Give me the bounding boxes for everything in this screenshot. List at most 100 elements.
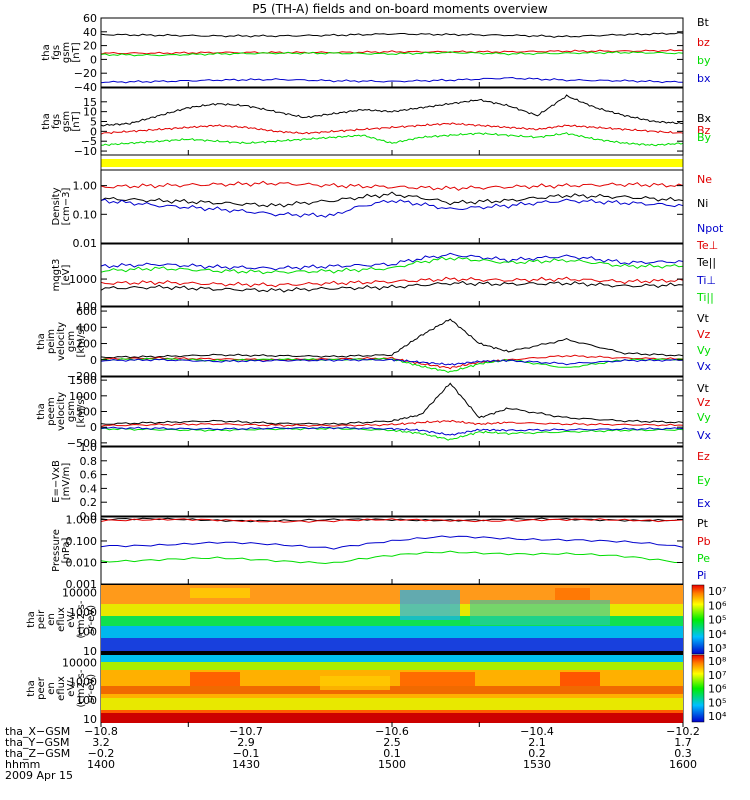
ylabel-line: peem — [46, 397, 57, 425]
peer-spectrogram-image — [101, 655, 683, 723]
ytick-label: −500 — [67, 437, 97, 450]
ylabel-peir_spectrogram: thapeirenefluxeV/(cm2-s-sr-eV) — [26, 600, 97, 638]
colorbar-tick-label: 10⁶ — [708, 599, 727, 612]
ytick-label: 0.01 — [73, 237, 98, 250]
colorbar-tick-label: 10³ — [708, 642, 726, 655]
xaxis-value: 1.7 — [674, 736, 692, 749]
legend-Ne: Ne — [697, 173, 712, 186]
ytick-label: 15 — [83, 96, 97, 109]
colorbar-tick-label: 10⁵ — [708, 614, 726, 627]
xaxis-value: −10.6 — [375, 725, 409, 738]
series-line-bz — [100, 49, 684, 55]
colorbar-tick-label: 10⁴ — [708, 710, 727, 723]
series-line-Te⊥ — [100, 276, 684, 288]
ytick-label: 10000 — [62, 587, 97, 600]
xaxis-value: 2.1 — [528, 736, 546, 749]
legend-Pi: Pi — [697, 569, 706, 582]
ylabel-line: velocity — [56, 322, 67, 361]
legend-Pt: Pt — [697, 517, 709, 530]
xaxis-value: −10.4 — [520, 725, 554, 738]
ylabel-line: sr-eV) — [86, 605, 97, 634]
ylabel-line: [nT] — [71, 42, 82, 62]
series-line-Ti|| — [100, 256, 684, 275]
series-line-Vz — [100, 354, 684, 370]
ytick-label: 200 — [76, 338, 97, 351]
ytick-label: 1000 — [69, 675, 97, 688]
ylabel-line: [nT] — [71, 111, 82, 131]
legend-Bz: Bz — [697, 124, 711, 137]
xaxis-row-label: tha_X−GSM — [5, 725, 70, 738]
ytick-label: 0.0 — [80, 510, 98, 523]
series-line-Ni — [100, 191, 684, 208]
legend-by: by — [697, 54, 711, 67]
ylabel-line: peer — [36, 676, 47, 700]
ytick-label: 60 — [83, 12, 97, 25]
plot-title: P5 (TH-A) fields and on-board moments ov… — [252, 2, 548, 16]
series-line-By — [100, 132, 684, 147]
series-line-Ti⊥ — [100, 252, 684, 271]
colorbar-tick-label: 10⁶ — [708, 683, 727, 696]
legend-Ti||: Ti|| — [696, 291, 714, 304]
ylabel-line: tha — [26, 611, 37, 627]
ytick-label: −40 — [74, 81, 97, 94]
legend-Ey: Ey — [697, 474, 711, 487]
legend-Npot: Npot — [697, 222, 724, 235]
legend-Ti⊥: Ti⊥ — [696, 274, 716, 287]
series-line-Vy — [100, 357, 684, 373]
ylabel-peim_velocity: thapeimvelocitygsm[km/s] — [36, 322, 87, 361]
ytick-label: 20 — [83, 40, 97, 53]
ylabel-line: tha — [36, 333, 47, 349]
xaxis-value: 1430 — [232, 758, 260, 771]
ylabel-line: en — [46, 682, 57, 695]
ylabel-line: eflux — [56, 607, 67, 632]
ylabel-line: eV/ — [66, 611, 77, 628]
ytick-label: 10 — [83, 645, 97, 658]
legend-Vt: Vt — [697, 382, 710, 395]
xaxis-value: −0.2 — [88, 747, 115, 760]
fgm-mode-bar-frame — [100, 154, 684, 171]
ylabel-line: sr-eV) — [86, 674, 97, 703]
colorbar-tick-label: 10⁴ — [708, 628, 727, 641]
ylabel-line: Density — [51, 187, 62, 225]
ylabel-line: mqgt3 — [51, 259, 62, 292]
series-line-Vx — [100, 426, 684, 436]
series-line-Pb — [100, 518, 684, 523]
legend-Te||: Te|| — [696, 256, 716, 269]
legend-By: By — [697, 131, 712, 144]
ytick-label: −20 — [74, 67, 97, 80]
ytick-label: 5 — [90, 116, 97, 129]
colorbar-tick-label: 10⁷ — [708, 585, 726, 598]
legend-Bx: Bx — [697, 112, 712, 125]
colorbar-tick-label: 10⁵ — [708, 696, 726, 709]
series-line-bx — [100, 76, 684, 84]
series-line-Pe — [100, 550, 683, 565]
series-line-Vx — [100, 358, 684, 366]
ytick-label: 1000 — [69, 606, 97, 619]
legend-Ni: Ni — [697, 197, 708, 210]
panel-frame — [100, 17, 684, 88]
legend-bx: bx — [697, 72, 711, 85]
legend-Te⊥: Te⊥ — [696, 239, 718, 252]
ylabel-density: Density[cm−3] — [51, 187, 72, 225]
ylabel-line: eV/ — [66, 680, 77, 697]
ylabel-line: gsm — [61, 42, 72, 63]
series-line-Ne — [100, 180, 684, 191]
ytick-label: 0.4 — [80, 482, 98, 495]
ytick-label: 1000 — [69, 390, 97, 403]
ylabel-line: [km/s] — [76, 395, 87, 427]
ytick-label: 0.10 — [73, 208, 98, 221]
legend-Vz: Vz — [697, 396, 711, 409]
ylabel-line: tha — [26, 680, 37, 696]
panel-efield: Ez Ey Ex 1.00.80.60.40.20.0 E=−VxB[mV/m] — [51, 441, 711, 523]
panel-peim_velocity: Vt Vz Vy Vx 600 400 200 0 −200 thapeimvelocitygsm… — [36, 305, 712, 383]
ytick-label: 0 — [90, 421, 97, 434]
colorbar-tick-label: 10⁸ — [708, 655, 727, 668]
ytick-label: 600 — [76, 305, 97, 318]
xaxis-value: −10.2 — [666, 725, 700, 738]
ytick-label: 0.2 — [80, 496, 98, 509]
